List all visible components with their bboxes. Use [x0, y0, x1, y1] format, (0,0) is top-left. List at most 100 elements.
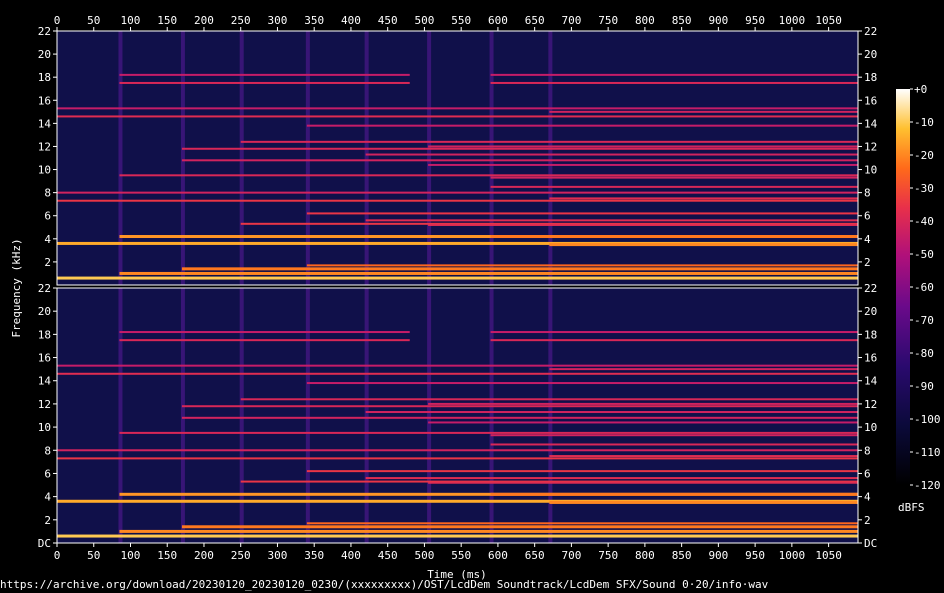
tone-line: [490, 339, 858, 342]
channel-panel-2: [56, 287, 859, 544]
onset-burst: [180, 31, 185, 285]
tone-line: [490, 331, 858, 334]
tone-line: [119, 339, 410, 342]
y-tick-label: 10: [38, 421, 51, 434]
y-tick-label-right: 14: [864, 117, 878, 130]
colorbar: [896, 89, 910, 485]
y-tick-label-right: 18: [864, 328, 877, 341]
x-tick-label: 150: [157, 549, 177, 562]
x-tick-label: 700: [561, 549, 581, 562]
y-tick-label: DC: [38, 537, 51, 550]
tone-line: [181, 525, 858, 529]
y-axis-label: Frequency (kHz): [10, 238, 23, 337]
tone-line: [181, 416, 858, 419]
x-tick-label: 250: [231, 549, 251, 562]
tone-line: [549, 197, 858, 200]
y-tick-label-right: 20: [864, 305, 877, 318]
tone-line: [549, 110, 858, 113]
y-tick-label-right: 10: [864, 421, 877, 434]
x-tick-label: 100: [121, 549, 141, 562]
x-tick-label: 550: [451, 549, 471, 562]
y-tick-label-right: 12: [864, 140, 877, 153]
colorbar-tick-label: -100: [914, 413, 941, 426]
y-tick-label: 4: [44, 233, 51, 246]
y-tick-label-right: 6: [864, 210, 871, 223]
tone-line: [549, 368, 858, 371]
x-tick-label-top: 1000: [779, 14, 806, 27]
y-tick-label-right: 8: [864, 444, 871, 457]
tone-line: [119, 529, 858, 533]
tone-line: [428, 421, 858, 424]
tone-line: [306, 264, 858, 267]
y-tick-label-right: 16: [864, 352, 877, 365]
tone-line: [428, 163, 858, 166]
x-tick-label: 0: [54, 549, 61, 562]
tone-line: [490, 492, 858, 496]
tone-line: [549, 500, 858, 504]
x-tick-label: 800: [635, 549, 655, 562]
y-tick-label: 16: [38, 352, 51, 365]
x-tick-label-top: 600: [488, 14, 508, 27]
x-tick-label-top: 1050: [815, 14, 842, 27]
y-tick-label: 4: [44, 491, 51, 504]
y-tick-label: 12: [38, 140, 51, 153]
y-tick-label: 8: [44, 444, 51, 457]
tone-line: [57, 241, 858, 245]
y-tick-label: 18: [38, 71, 51, 84]
tone-line: [490, 443, 858, 446]
x-tick-label: 900: [708, 549, 728, 562]
x-tick-label-top: 550: [451, 14, 471, 27]
tone-line: [306, 470, 858, 473]
x-tick-label-top: 350: [304, 14, 324, 27]
tone-line: [240, 398, 859, 401]
onset-burst: [427, 288, 432, 543]
colorbar-label: dBFS: [898, 501, 925, 514]
tone-line: [119, 492, 858, 496]
y-tick-label-right: 16: [864, 94, 877, 107]
tone-line: [57, 199, 858, 202]
tone-line: [365, 411, 858, 414]
colorbar-tick-label: -50: [914, 248, 934, 261]
tone-line: [57, 449, 858, 452]
y-tick-label-right: 2: [864, 256, 871, 269]
y-tick-label-right: 2: [864, 514, 871, 527]
tone-line: [119, 174, 858, 177]
x-tick-label-top: 100: [121, 14, 141, 27]
y-tick-label: 10: [38, 164, 51, 177]
tone-line: [306, 124, 858, 127]
y-tick-label: 6: [44, 210, 51, 223]
x-tick-label: 500: [414, 549, 434, 562]
tone-line: [181, 147, 858, 150]
x-tick-label: 1050: [815, 549, 842, 562]
x-tick-label-top: 200: [194, 14, 214, 27]
x-tick-label-top: 800: [635, 14, 655, 27]
x-tick-label: 200: [194, 549, 214, 562]
x-tick-label-top: 750: [598, 14, 618, 27]
y-tick-label: 2: [44, 256, 51, 269]
tone-line: [428, 402, 858, 405]
tone-line: [490, 185, 858, 188]
tone-line: [428, 481, 858, 484]
onset-burst: [427, 31, 432, 285]
tone-line: [365, 153, 858, 156]
colorbar-tick-label: -10: [914, 116, 934, 129]
y-tick-label: 16: [38, 94, 51, 107]
colorbar-tick-label: -120: [914, 479, 941, 492]
channel-panel-1: [56, 30, 859, 286]
tone-line: [57, 115, 858, 118]
x-tick-label: 850: [672, 549, 692, 562]
tone-line: [306, 212, 858, 215]
x-axis-label: Time (ms): [427, 568, 487, 581]
panel-background: [57, 288, 858, 543]
y-tick-label-right: 10: [864, 164, 877, 177]
tone-line: [119, 81, 410, 84]
y-tick-label-right: 14: [864, 375, 878, 388]
onset-burst: [489, 288, 494, 543]
colorbar-tick-label: -90: [914, 380, 934, 393]
y-tick-label-right: 20: [864, 48, 877, 61]
x-tick-label-top: 500: [414, 14, 434, 27]
tone-line: [306, 522, 858, 525]
y-tick-label: 18: [38, 328, 51, 341]
tone-line: [428, 145, 858, 148]
tone-line: [57, 534, 858, 538]
